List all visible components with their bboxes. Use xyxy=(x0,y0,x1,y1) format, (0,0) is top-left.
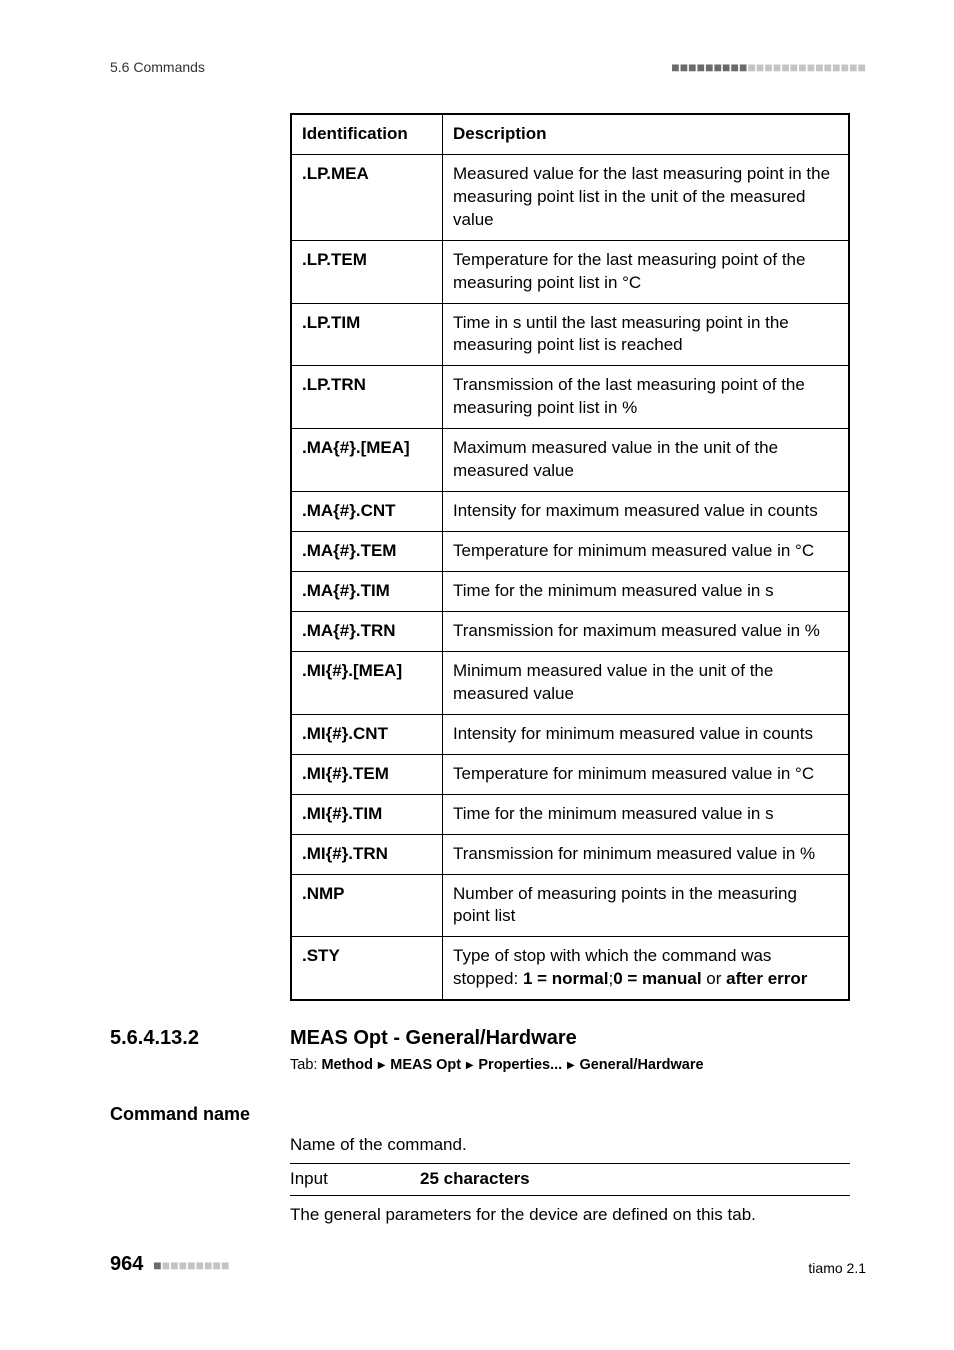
cell-identification: .NMP xyxy=(291,874,443,937)
input-row-label: Input xyxy=(290,1168,420,1191)
table-row: .MI{#}.TIMTime for the minimum measured … xyxy=(291,794,849,834)
cell-description: Time in s until the last measuring point… xyxy=(443,303,850,366)
page-footer: 964 ■■■■■■■■■ tiamo 2.1 xyxy=(110,1251,866,1278)
table-row: .MA{#}.CNTIntensity for maximum measured… xyxy=(291,492,849,532)
table-row: .MI{#}.TEMTemperature for minimum measur… xyxy=(291,754,849,794)
cell-identification: .LP.TIM xyxy=(291,303,443,366)
running-header: 5.6 Commands ■■■■■■■■■■■■■■■■■■■■■■■ xyxy=(110,58,866,77)
table-row: .MI{#}.CNTIntensity for minimum measured… xyxy=(291,714,849,754)
tab-path-segment: MEAS Opt xyxy=(390,1057,461,1073)
tab-path-segment: Properties... xyxy=(478,1057,562,1073)
cell-description: Temperature for minimum measured value i… xyxy=(443,754,850,794)
cell-identification: .STY xyxy=(291,937,443,1000)
cell-description: Time for the minimum measured value in s xyxy=(443,794,850,834)
header-dots: ■■■■■■■■■■■■■■■■■■■■■■■ xyxy=(671,58,866,77)
cell-description: Time for the minimum measured value in s xyxy=(443,572,850,612)
cell-description: Temperature for the last measuring point… xyxy=(443,240,850,303)
identification-table: Identification Description .LP.MEAMeasur… xyxy=(290,113,850,1001)
cell-description: Intensity for minimum measured value in … xyxy=(443,714,850,754)
table-row: .STYType of stop with which the command … xyxy=(291,937,849,1000)
section-heading: 5.6.4.13.2 MEAS Opt - General/Hardware xyxy=(110,1025,866,1052)
cell-identification: .MA{#}.TRN xyxy=(291,611,443,651)
table-header-identification: Identification xyxy=(291,114,443,154)
cell-identification: .MA{#}.[MEA] xyxy=(291,429,443,492)
table-header-description: Description xyxy=(443,114,850,154)
cell-identification: .MA{#}.CNT xyxy=(291,492,443,532)
tab-path-segment: General/Hardware xyxy=(579,1057,703,1073)
chevron-right-icon: ▶ xyxy=(461,1060,478,1071)
cell-identification: .MI{#}.[MEA] xyxy=(291,651,443,714)
cell-description: Transmission of the last measuring point… xyxy=(443,366,850,429)
table-row: .LP.TIMTime in s until the last measurin… xyxy=(291,303,849,366)
field-note: The general parameters for the device ar… xyxy=(290,1204,850,1227)
table-row: .NMPNumber of measuring points in the me… xyxy=(291,874,849,937)
field-desc: Name of the command. xyxy=(290,1134,850,1157)
input-row-value: 25 characters xyxy=(420,1168,530,1191)
table-row: .MA{#}.[MEA]Maximum measured value in th… xyxy=(291,429,849,492)
input-spec-row: Input 25 characters xyxy=(290,1163,850,1196)
identification-table-body: .LP.MEAMeasured value for the last measu… xyxy=(291,154,849,1000)
footer-left: 964 ■■■■■■■■■ xyxy=(110,1251,229,1278)
cell-identification: .MI{#}.TEM xyxy=(291,754,443,794)
table-row: .MI{#}.TRNTransmission for minimum measu… xyxy=(291,834,849,874)
cell-description: Temperature for minimum measured value i… xyxy=(443,532,850,572)
cell-description: Intensity for maximum measured value in … xyxy=(443,492,850,532)
cell-identification: .MI{#}.CNT xyxy=(291,714,443,754)
cell-description: Measured value for the last measuring po… xyxy=(443,154,850,240)
cell-identification: .LP.MEA xyxy=(291,154,443,240)
cell-description: Transmission for maximum measured value … xyxy=(443,611,850,651)
section-number: 5.6.4.13.2 xyxy=(110,1025,260,1052)
table-row: .MI{#}.[MEA]Minimum measured value in th… xyxy=(291,651,849,714)
cell-description: Number of measuring points in the measur… xyxy=(443,874,850,937)
table-row: .MA{#}.TIMTime for the minimum measured … xyxy=(291,572,849,612)
tab-path-segment: Method xyxy=(321,1057,373,1073)
table-row: .MA{#}.TEMTemperature for minimum measur… xyxy=(291,532,849,572)
cell-identification: .MA{#}.TEM xyxy=(291,532,443,572)
chevron-right-icon: ▶ xyxy=(562,1060,579,1071)
cell-description: Maximum measured value in the unit of th… xyxy=(443,429,850,492)
tab-path: Tab: Method ▶ MEAS Opt ▶ Properties... ▶… xyxy=(290,1056,866,1076)
cell-identification: .MI{#}.TRN xyxy=(291,834,443,874)
page-number: 964 xyxy=(110,1251,143,1278)
section-title: MEAS Opt - General/Hardware xyxy=(290,1025,577,1052)
cell-description: Type of stop with which the command was … xyxy=(443,937,850,1000)
table-row: .LP.MEAMeasured value for the last measu… xyxy=(291,154,849,240)
cell-identification: .MA{#}.TIM xyxy=(291,572,443,612)
table-row: .LP.TRNTransmission of the last measurin… xyxy=(291,366,849,429)
chevron-right-icon: ▶ xyxy=(373,1060,390,1071)
footer-product: tiamo 2.1 xyxy=(808,1259,866,1278)
footer-dots: ■■■■■■■■■ xyxy=(153,1257,229,1273)
cell-description: Transmission for minimum measured value … xyxy=(443,834,850,874)
cell-identification: .LP.TEM xyxy=(291,240,443,303)
cell-identification: .MI{#}.TIM xyxy=(291,794,443,834)
field-label: Command name xyxy=(110,1102,866,1126)
table-row: .MA{#}.TRNTransmission for maximum measu… xyxy=(291,611,849,651)
table-row: .LP.TEMTemperature for the last measurin… xyxy=(291,240,849,303)
header-section-ref: 5.6 Commands xyxy=(110,58,205,77)
cell-identification: .LP.TRN xyxy=(291,366,443,429)
cell-description: Minimum measured value in the unit of th… xyxy=(443,651,850,714)
